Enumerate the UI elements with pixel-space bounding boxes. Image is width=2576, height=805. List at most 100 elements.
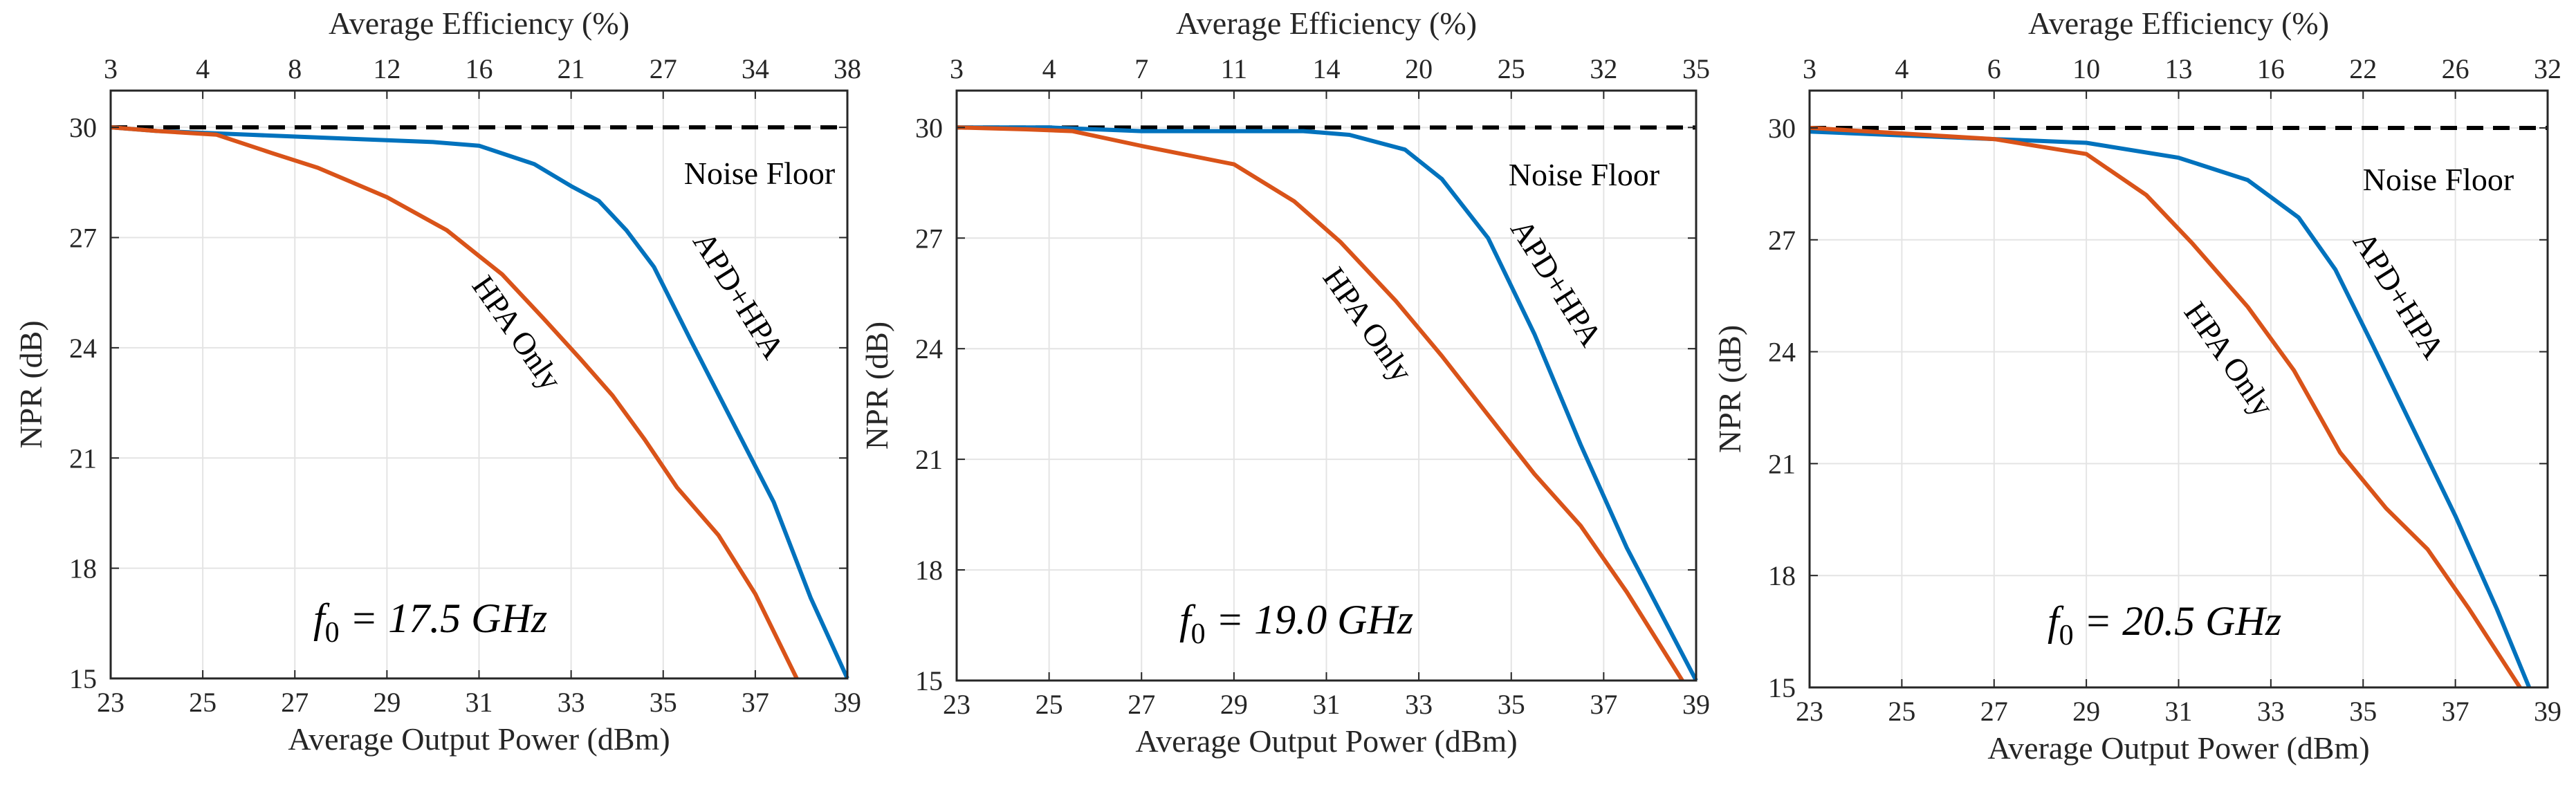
x2-tick-label: 3: [1803, 53, 1816, 84]
x2-tick-label: 13: [2165, 53, 2193, 84]
x-tick-label: 33: [2257, 696, 2285, 727]
x-tick-label: 35: [650, 687, 677, 718]
y-tick-label: 15: [1768, 672, 1796, 703]
x2-tick-label: 21: [558, 53, 585, 84]
frequency-annotation: f0 = 17.5 GHz: [313, 595, 547, 649]
x2-tick-label: 32: [2534, 53, 2561, 84]
x2-tick-label: 6: [1987, 53, 2001, 84]
x-tick-label: 35: [2349, 696, 2377, 727]
x-tick-label: 37: [1590, 689, 1617, 720]
noise-floor-label: Noise Floor: [2363, 162, 2514, 197]
x-tick-label: 29: [373, 687, 401, 718]
x-tick-label: 37: [742, 687, 769, 718]
y-tick-label: 24: [69, 333, 97, 364]
frequency-subscript: 0: [2059, 620, 2074, 651]
frequency-value: = 19.0 GHz: [1206, 597, 1414, 642]
y-tick-label: 18: [1768, 560, 1796, 591]
x-tick-label: 23: [97, 687, 125, 718]
x-axis-title: Average Output Power (dBm): [1987, 730, 2369, 766]
noise-floor-label: Noise Floor: [1509, 157, 1660, 192]
x2-tick-label: 32: [1590, 53, 1617, 84]
x2-tick-label: 11: [1221, 53, 1248, 84]
x-tick-label: 31: [466, 687, 493, 718]
x2-tick-label: 3: [950, 53, 964, 84]
y-tick-label: 27: [69, 223, 97, 254]
x-tick-label: 25: [189, 687, 217, 718]
y-tick-label: 24: [1768, 337, 1796, 368]
y-tick-label: 30: [1768, 113, 1796, 144]
x2-tick-label: 7: [1134, 53, 1148, 84]
x-tick-label: 33: [1405, 689, 1433, 720]
x2-tick-label: 4: [1042, 53, 1056, 84]
noise-floor-label: Noise Floor: [684, 156, 836, 191]
y-tick-label: 21: [69, 443, 97, 474]
x2-tick-label: 16: [466, 53, 493, 84]
x2-axis-title: Average Efficiency (%): [1176, 6, 1477, 41]
series-line-apd-hpa: [110, 125, 849, 680]
frequency-annotation: f0 = 19.0 GHz: [1179, 597, 1413, 650]
x2-tick-label: 16: [2257, 53, 2285, 84]
chart-panel-3: 23 25 27 29 31 33 35 37 39 3 4 6 10 13 16 22 26 32 15 18 21 2…: [1712, 6, 2561, 766]
x-tick-label: 29: [1220, 689, 1248, 720]
frequency-subscript: 0: [325, 617, 340, 649]
x-tick-label: 27: [1980, 696, 2008, 727]
y-tick-label: 18: [69, 553, 97, 584]
x2-tick-label: 26: [2442, 53, 2469, 84]
series-line-apd-hpa: [957, 125, 1698, 682]
chart-panel-1: 23 25 27 29 31 33 35 37 393 4 8 12 16 21 27 34 381518212…: [13, 6, 861, 757]
x-axis-title: Average Output Power (dBm): [1135, 723, 1517, 759]
x-tick-label: 29: [2072, 696, 2100, 727]
x2-tick-label: 38: [834, 53, 861, 84]
x-tick-label: 39: [1682, 689, 1710, 720]
x-tick-label: 25: [1036, 689, 1063, 720]
x-tick-label: 33: [558, 687, 585, 718]
y-tick-label: 15: [915, 665, 943, 696]
frequency-subscript: 0: [1191, 618, 1206, 650]
x-tick-label: 35: [1498, 689, 1525, 720]
x2-tick-label: 10: [2072, 53, 2100, 84]
x-axis-title: Average Output Power (dBm): [288, 721, 670, 757]
x-tick-label: 37: [2442, 696, 2469, 727]
series-line-hpa-only: [956, 125, 1684, 682]
x-tick-label: 31: [2165, 696, 2193, 727]
y-axis-title: NPR (dB): [1712, 325, 1747, 453]
x2-axis-title: Average Efficiency (%): [2028, 6, 2329, 41]
frequency-value: = 17.5 GHz: [340, 595, 548, 641]
x2-tick-label: 4: [1895, 53, 1908, 84]
y-tick-label: 15: [69, 663, 97, 694]
y-tick-label: 27: [915, 223, 943, 254]
x-tick-label: 39: [834, 687, 861, 718]
series-line-hpa-only: [110, 125, 799, 680]
x2-tick-label: 3: [104, 53, 118, 84]
y-tick-label: 27: [1768, 225, 1796, 256]
x-tick-label: 27: [281, 687, 309, 718]
x2-tick-label: 22: [2349, 53, 2377, 84]
y-tick-label: 21: [915, 444, 943, 475]
y-tick-label: 30: [69, 112, 97, 143]
x-tick-label: 39: [2534, 696, 2561, 727]
frequency-value: = 20.5 GHz: [2074, 598, 2282, 644]
x2-tick-label: 27: [650, 53, 677, 84]
chart-panel-2: 23 25 27 29 31 33 35 37 39 3 4 7 11 14 20 25 32 35 15 18 21 2…: [859, 6, 1710, 759]
y-axis-title: NPR (dB): [13, 320, 48, 448]
x-tick-label: 31: [1313, 689, 1341, 720]
y-tick-label: 24: [915, 333, 943, 364]
x2-axis-title: Average Efficiency (%): [329, 6, 629, 41]
y-tick-label: 21: [1768, 448, 1796, 479]
y-axis-title: NPR (dB): [859, 322, 894, 450]
y-tick-label: 18: [915, 555, 943, 586]
x-tick-label: 27: [1128, 689, 1155, 720]
x-tick-label: 23: [943, 689, 970, 720]
x2-tick-label: 14: [1313, 53, 1341, 84]
x2-tick-label: 8: [288, 53, 302, 84]
x2-tick-label: 25: [1498, 53, 1525, 84]
x-tick-label: 23: [1796, 696, 1823, 727]
x2-tick-label: 4: [196, 53, 210, 84]
x2-tick-label: 20: [1405, 53, 1433, 84]
x-tick-label: 25: [1888, 696, 1915, 727]
x2-tick-label: 34: [742, 53, 769, 84]
x2-tick-label: 12: [373, 53, 401, 84]
frequency-annotation: f0 = 20.5 GHz: [2048, 598, 2281, 651]
y-tick-label: 30: [915, 112, 943, 143]
